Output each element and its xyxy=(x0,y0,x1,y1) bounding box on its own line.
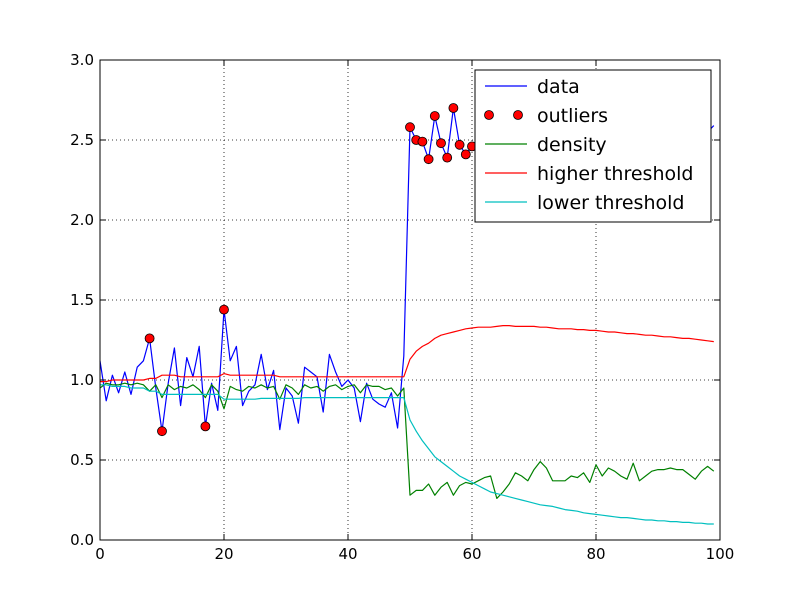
series-density xyxy=(99,382,715,499)
legend-marker xyxy=(484,110,494,120)
y-tick-label: 2.5 xyxy=(70,131,94,149)
x-tick-label: 60 xyxy=(462,545,481,563)
legend-item-data: data xyxy=(485,76,580,98)
ticks xyxy=(99,59,721,541)
legend-label: outliers xyxy=(537,105,608,127)
outlier-point xyxy=(144,333,155,344)
legend-label: higher threshold xyxy=(537,163,693,185)
y-tick-label: 0.5 xyxy=(70,451,94,469)
legend-box xyxy=(474,69,712,223)
series-outliers-markers xyxy=(144,103,477,437)
x-tick-label: 100 xyxy=(706,545,735,563)
y-tick-label: 1.0 xyxy=(70,371,94,389)
y-tick-label: 1.5 xyxy=(70,291,94,309)
tick-labels: 0 20 40 60 80 100 0.0 0.5 1.0 1.5 2.0 2.5 3.0 xyxy=(70,51,734,563)
outlier-point xyxy=(219,304,229,315)
y-tick-label: 2.0 xyxy=(70,211,94,229)
series-layer xyxy=(99,103,715,525)
outlier-point xyxy=(157,426,167,437)
outlier-point xyxy=(429,111,440,121)
y-tick-label: 0.0 xyxy=(70,531,94,549)
legend-label: density xyxy=(537,134,607,156)
lower-threshold-line xyxy=(100,384,714,525)
outlier-point xyxy=(436,138,446,149)
y-tick-label: 3.0 xyxy=(70,51,94,69)
higher-threshold-line xyxy=(100,325,714,383)
outlier-point xyxy=(417,136,428,147)
outlier-point xyxy=(442,152,453,163)
legend-item-density: density xyxy=(485,134,607,156)
legend-item-outliers: outliers xyxy=(484,105,608,127)
x-tick-label: 20 xyxy=(214,545,233,563)
density-line xyxy=(99,382,715,499)
x-tick-label: 80 xyxy=(586,545,605,563)
legend-label: lower threshold xyxy=(537,192,684,214)
outlier-point xyxy=(448,103,459,113)
outlier-point xyxy=(405,122,415,133)
x-tick-label: 40 xyxy=(338,545,357,563)
legend-item-higher-threshold: higher threshold xyxy=(485,163,693,185)
outlier-point xyxy=(200,421,211,432)
outlier-point xyxy=(460,149,471,160)
x-tick-label: 0 xyxy=(95,545,105,563)
outlier-point xyxy=(454,139,465,150)
legend: data outliers density higher threshold lower… xyxy=(474,69,712,223)
outlier-point xyxy=(423,154,434,165)
series-lower-threshold xyxy=(100,384,714,525)
legend-item-lower-threshold: lower threshold xyxy=(485,192,684,214)
legend-marker xyxy=(513,110,523,120)
legend-label: data xyxy=(537,76,580,98)
series-higher-threshold xyxy=(100,325,714,383)
